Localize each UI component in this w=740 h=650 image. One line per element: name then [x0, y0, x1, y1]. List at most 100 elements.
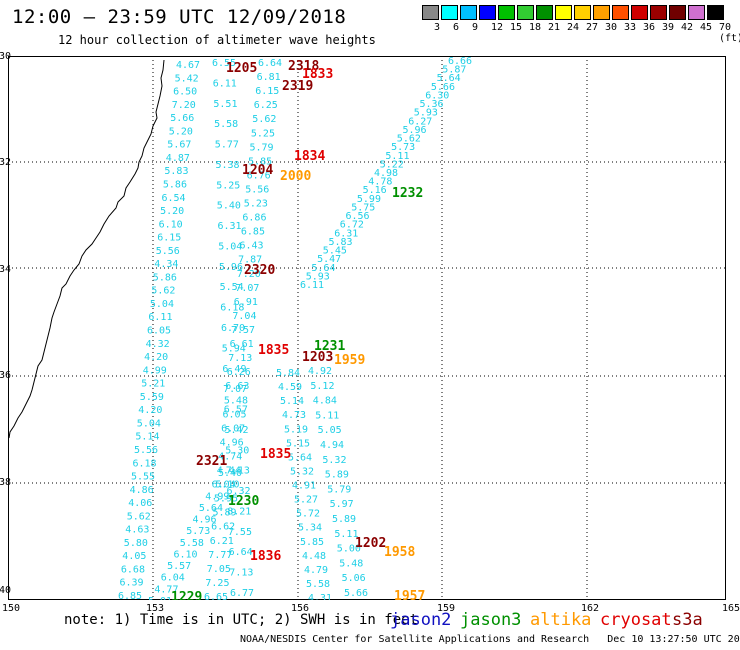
wave-height-value: 6.05 — [223, 409, 247, 420]
wave-height-value: 4.73 — [282, 410, 306, 421]
wave-height-value: 5.73 — [391, 142, 415, 153]
wave-height-value: 6.68 — [121, 565, 145, 576]
wave-height-values: 6.55 6.11 5.51 5.58 5.77 5.38 5.25 5.40 6.31 5.04… — [118, 56, 472, 600]
wave-height-value: 6.15 — [157, 233, 181, 244]
wave-height-value: 5.80 — [124, 538, 148, 549]
lat-label: 30 — [0, 51, 12, 62]
wave-height-value: 6.11 — [148, 312, 172, 323]
wave-height-value: 6.26 — [227, 367, 251, 378]
wave-height-value: 5.25 — [251, 128, 275, 139]
wave-height-value: 5.45 — [323, 246, 347, 257]
lat-label: 32 — [0, 157, 12, 168]
wave-height-value: 5.66 — [170, 113, 194, 124]
wave-height-value: 5.11 — [315, 410, 339, 421]
wave-height-value: 4.34 — [154, 259, 178, 270]
wave-height-value: 5.01 — [148, 596, 172, 600]
pass-time-label: 1835 — [258, 343, 289, 358]
wave-height-value: 5.42 — [175, 73, 199, 84]
wave-height-value: 6.86 — [242, 213, 266, 224]
wave-height-value: 5.47 — [317, 254, 341, 265]
wave-height-value: 4.99 — [143, 365, 167, 376]
wave-height-value: 5.64 — [199, 503, 223, 514]
credit-line: NOAA/NESDIS Center for Satellite Applica… — [240, 634, 740, 645]
wave-height-value: 5.62 — [252, 114, 276, 125]
wave-height-value: 5.04 — [218, 242, 242, 253]
wave-height-value: 6.76 — [247, 170, 271, 181]
wave-height-value: 5.58 — [180, 538, 204, 549]
legend-altika: altika — [530, 610, 592, 630]
scale-label: 21 — [548, 22, 561, 33]
wave-height-value: 4.87 — [166, 153, 190, 164]
wave-height-value: 5.89 — [325, 470, 349, 481]
wave-height-value: 5.00 — [337, 544, 361, 555]
wave-height-value: 4.20 — [144, 352, 168, 363]
pass-time-label: 1959 — [334, 353, 365, 368]
pass-time-label: 1834 — [294, 149, 325, 164]
pass-time-label: 2000 — [280, 169, 311, 184]
lat-label: 38 — [0, 477, 12, 488]
lon-label: 159 — [437, 603, 456, 614]
lon-label: 162 — [581, 603, 600, 614]
wave-height-value: 5.99 — [357, 194, 381, 205]
lat-label: 34 — [0, 264, 12, 275]
wave-height-value: 5.48 — [224, 395, 248, 406]
wave-height-value: 6.05 — [147, 326, 171, 337]
wave-height-value: 4.63 — [125, 525, 149, 536]
wave-height-value: 5.56 — [134, 445, 158, 456]
wave-height-value: 6.85 — [118, 591, 142, 600]
wave-height-map: 6.55 6.11 5.51 5.58 5.77 5.38 5.25 5.40 6.31 5.04… — [8, 56, 726, 600]
scale-swatch — [707, 5, 724, 20]
wave-height-value: 4.78 — [368, 177, 392, 188]
scale-swatch — [479, 5, 496, 20]
wave-height-value: 5.85 — [300, 537, 324, 548]
wave-height-value: 6.04 — [212, 480, 236, 491]
wave-height-value: 5.16 — [363, 185, 387, 196]
wave-height-value: 5.40 — [218, 468, 242, 479]
pass-time-label: 1229 — [171, 590, 202, 600]
wave-height-value: 6.10 — [159, 219, 183, 230]
wave-height-value: 6.18 — [220, 303, 244, 314]
wave-height-value: 5.55 — [131, 472, 155, 483]
wave-height-value: 4.59 — [278, 382, 302, 393]
wave-height-value: 6.07 — [221, 423, 245, 434]
wave-height-value: 5.79 — [250, 142, 274, 153]
wave-height-value: 5.38 — [216, 160, 240, 171]
pass-time-label: 1957 — [394, 589, 425, 600]
legend-jason3: jason3 — [460, 610, 522, 630]
wave-height-value: 7.20 — [172, 100, 196, 111]
wave-height-value: 5.22 — [380, 159, 404, 170]
pass-time-label: 2321 — [196, 454, 227, 469]
wave-height-value: 4.06 — [128, 498, 152, 509]
scale-swatch — [669, 5, 686, 20]
wave-height-value: 5.34 — [298, 523, 322, 534]
scale-swatch — [612, 5, 629, 20]
map-title: 12:00 – 23:59 UTC 12/09/2018 — [12, 6, 347, 28]
wave-height-value: 6.91 — [234, 297, 258, 308]
wave-height-value: 5.93 — [414, 108, 438, 119]
wave-height-value: 6.43 — [240, 241, 264, 252]
wave-height-value: 5.87 — [442, 65, 466, 76]
wave-height-value: 5.32 — [322, 455, 346, 466]
wave-height-value: 5.83 — [329, 237, 353, 248]
scale-swatch — [555, 5, 572, 20]
wave-height-value: 6.85 — [241, 227, 265, 238]
wave-height-value: 5.67 — [167, 140, 191, 151]
pass-time-label: 1836 — [250, 549, 281, 564]
scale-swatch — [650, 5, 667, 20]
wave-height-value: 4.98 — [374, 168, 398, 179]
legend-s3a: s3a — [672, 610, 703, 630]
wave-height-value: 5.12 — [310, 381, 334, 392]
scale-swatch — [593, 5, 610, 20]
wave-height-value: 5.04 — [137, 418, 161, 429]
wave-height-value: 4.91 — [292, 481, 316, 492]
wave-height-value: 5.20 — [169, 126, 193, 137]
scale-label: 42 — [681, 22, 694, 33]
wave-height-value: 5.54 — [220, 282, 244, 293]
scale-label: 30 — [605, 22, 618, 33]
pass-time-label: 1205 — [226, 61, 257, 76]
wave-height-value: 5.51 — [213, 99, 237, 110]
wave-height-value: 5.06 — [342, 573, 366, 584]
scale-label: 27 — [586, 22, 599, 33]
pass-time-label: 2319 — [282, 79, 313, 94]
wave-height-value: 6.77 — [230, 588, 254, 599]
